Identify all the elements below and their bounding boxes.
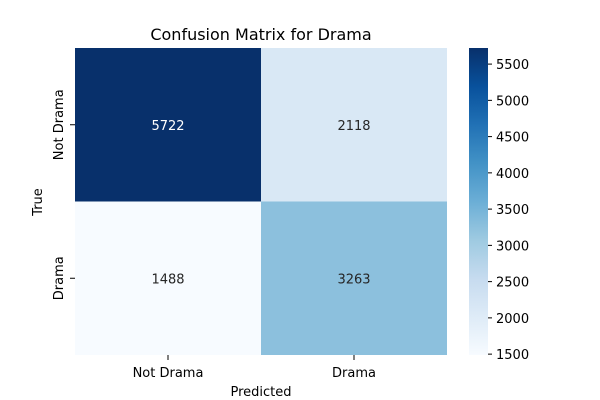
cell-value-label: 3263	[337, 272, 370, 287]
colorbar-tick-label: 5500	[496, 58, 529, 73]
colorbar-tick-label: 1500	[496, 348, 529, 363]
chart-title: Confusion Matrix for Drama	[150, 25, 371, 44]
colorbar-ticks: 1500 2000 2500 3000 3500 4000 4500 5000 5500	[488, 58, 529, 363]
heatmap-cell	[75, 48, 261, 202]
x-axis-label: Predicted	[230, 385, 291, 400]
y-axis-label: True	[31, 188, 46, 217]
colorbar-tick-label: 3500	[496, 203, 529, 218]
colorbar-tick-label: 2500	[496, 276, 529, 291]
colorbar-tick-label: 5000	[496, 94, 529, 109]
colorbar	[469, 48, 488, 355]
heatmap-cell	[75, 201, 261, 355]
x-tick-label: Not Drama	[133, 366, 204, 381]
heatmap-cell	[261, 201, 447, 355]
heatmap-cell	[261, 48, 447, 202]
y-axis-ticks: Not Drama Drama	[52, 89, 75, 300]
heatmap-cells: 5722 2118 1488 3263	[75, 48, 447, 355]
x-tick-label: Drama	[332, 366, 376, 381]
colorbar-tick-label: 4500	[496, 131, 529, 146]
x-axis-ticks: Not Drama Drama	[133, 355, 376, 381]
colorbar-tick-label: 4000	[496, 167, 529, 182]
y-tick-label: Not Drama	[52, 89, 67, 160]
cell-value-label: 2118	[337, 119, 370, 134]
cell-value-label: 5722	[151, 119, 184, 134]
colorbar-tick-label: 3000	[496, 239, 529, 254]
colorbar-tick-label: 2000	[496, 312, 529, 327]
y-tick-label: Drama	[52, 256, 67, 300]
cell-value-label: 1488	[151, 272, 184, 287]
